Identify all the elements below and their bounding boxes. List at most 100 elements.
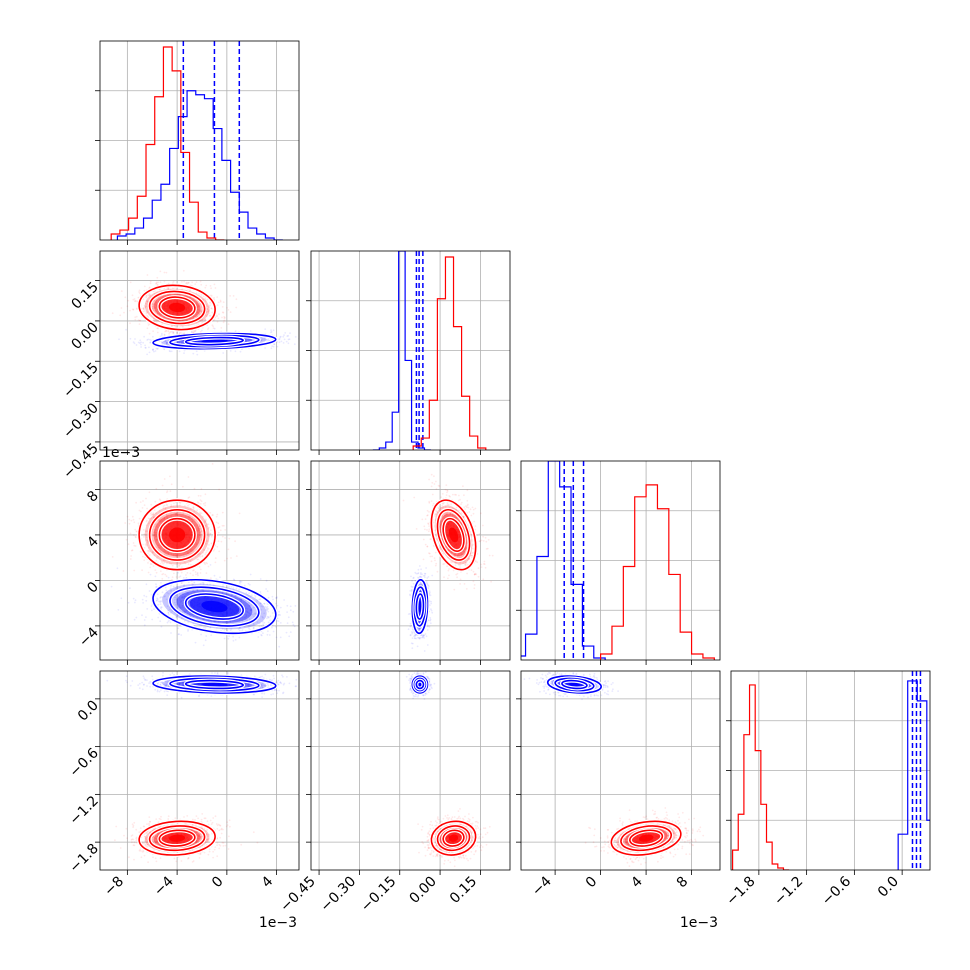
scatter-point xyxy=(167,612,170,614)
scatter-point xyxy=(164,595,166,597)
scatter-point xyxy=(196,529,199,532)
scatter-point xyxy=(184,595,186,598)
scatter-point xyxy=(173,293,176,296)
scatter-point xyxy=(214,620,217,623)
scatter-point xyxy=(155,599,158,602)
scatter-point xyxy=(214,557,217,559)
scatter-point xyxy=(217,531,220,534)
scatter-point xyxy=(209,304,211,307)
scatter-point xyxy=(217,540,220,543)
scatter-point xyxy=(246,611,249,613)
scatter-point xyxy=(414,571,417,574)
scatter-point xyxy=(418,637,420,639)
scatter-point xyxy=(178,603,181,606)
scatter-point xyxy=(137,522,140,525)
scatter-point xyxy=(197,308,200,311)
scatter-point xyxy=(166,515,168,518)
scatter-point xyxy=(195,350,198,353)
scatter-point xyxy=(165,554,168,556)
scatter-point xyxy=(258,625,261,627)
scatter-point xyxy=(189,508,192,511)
scatter-point xyxy=(199,503,202,505)
scatter-point xyxy=(161,334,163,337)
scatter-point xyxy=(201,337,203,340)
scatter-point xyxy=(417,572,420,574)
scatter-point xyxy=(224,316,226,319)
scatter-point xyxy=(417,568,420,571)
scatter-point xyxy=(259,591,262,593)
scatter-point xyxy=(152,305,155,308)
scatter-point xyxy=(181,605,184,607)
scatter-point xyxy=(183,352,185,354)
scatter-point xyxy=(163,517,166,519)
scatter-point xyxy=(258,622,261,625)
contour-3 xyxy=(184,336,244,346)
scatter-point xyxy=(165,503,168,506)
scatter-point xyxy=(127,299,130,302)
scatter-point xyxy=(143,559,146,562)
scatter-point xyxy=(174,513,177,516)
scatter-point xyxy=(162,519,165,521)
scatter-point xyxy=(164,508,167,510)
scatter-point xyxy=(239,582,241,584)
scatter-point xyxy=(149,550,151,553)
scatter-point xyxy=(243,616,246,619)
scatter-point xyxy=(206,550,208,552)
scatter-point xyxy=(253,613,256,615)
scatter-point xyxy=(265,338,267,340)
scatter-point xyxy=(160,607,162,610)
scatter-point xyxy=(302,636,304,638)
scatter-point xyxy=(198,553,200,555)
scatter-point xyxy=(203,319,206,322)
scatter-point xyxy=(160,520,163,523)
scatter-point xyxy=(199,542,202,544)
scatter-point xyxy=(133,618,136,621)
scatter-point xyxy=(179,555,181,558)
scatter-point xyxy=(187,628,190,631)
scatter-point xyxy=(213,574,216,577)
scatter-point xyxy=(170,483,173,486)
scatter-point xyxy=(159,520,162,523)
scatter-point xyxy=(153,608,155,610)
scatter-point xyxy=(262,632,264,635)
scatter-point xyxy=(196,589,199,591)
scatter-point xyxy=(148,491,151,494)
scatter-point xyxy=(154,523,157,526)
scatter-point xyxy=(234,595,237,597)
scatter-point xyxy=(154,500,157,503)
scatter-point xyxy=(210,287,213,290)
scatter-point xyxy=(204,299,207,301)
scatter-point xyxy=(258,598,261,601)
scatter-point xyxy=(144,543,147,546)
scatter-point xyxy=(168,293,171,296)
scatter-point xyxy=(155,300,158,303)
scatter-point xyxy=(146,301,149,303)
scatter-point xyxy=(232,639,235,642)
scatter-point xyxy=(125,538,128,541)
scatter-point xyxy=(164,552,167,555)
scatter-point xyxy=(240,580,243,583)
scatter-point xyxy=(130,555,133,557)
scatter-point xyxy=(265,608,268,611)
scatter-point xyxy=(161,561,164,564)
scatter-point xyxy=(156,348,159,350)
scatter-point xyxy=(150,609,153,612)
scatter-point xyxy=(263,602,266,605)
scatter-point xyxy=(153,534,156,537)
scatter-point xyxy=(145,599,148,602)
scatter-point xyxy=(148,547,150,549)
scatter-point xyxy=(223,319,226,322)
scatter-point xyxy=(138,509,141,512)
scatter-point xyxy=(200,310,203,313)
scatter-point xyxy=(166,317,169,320)
scatter-point xyxy=(430,602,433,605)
scatter-point xyxy=(193,315,195,317)
scatter-point xyxy=(196,315,199,317)
scatter-point xyxy=(206,305,209,307)
scatter-point xyxy=(171,325,173,328)
scatter-point xyxy=(142,529,145,531)
scatter-point xyxy=(221,535,224,538)
scatter-point xyxy=(226,306,228,309)
scatter-point xyxy=(139,339,142,342)
scatter-point xyxy=(129,587,131,590)
